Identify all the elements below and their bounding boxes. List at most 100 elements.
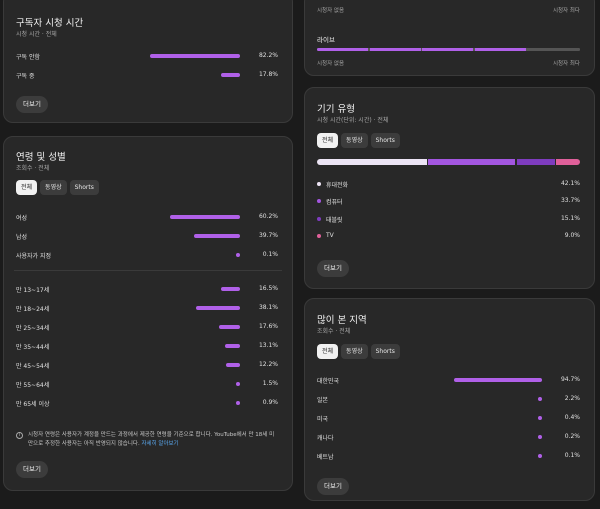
device-segment bbox=[516, 159, 556, 165]
scale-max-label: 시청자 최다 bbox=[552, 8, 580, 14]
legend-dot bbox=[317, 181, 321, 186]
age-note: i 시청자 연령은 사용자가 계정을 만드는 과정에서 제공한 연령을 기준으로… bbox=[16, 431, 278, 449]
list-item: 만 55~64세 1.5% bbox=[16, 378, 278, 390]
row-label: 만 18~24세 bbox=[16, 306, 50, 313]
row-label: 태블릿 bbox=[326, 217, 343, 224]
tab-all[interactable]: 전체 bbox=[317, 344, 339, 359]
list-item: 사용자가 지정 0.1% bbox=[16, 249, 278, 261]
row-label: 만 55~64세 bbox=[16, 382, 50, 389]
row-bar bbox=[224, 344, 240, 348]
row-label: 구독 중 bbox=[16, 73, 35, 80]
device-segment bbox=[427, 159, 516, 165]
device-type-card: 기기 유형 시청 시간(단위: 시간) · 전체 전체 동영상 Shorts 휴대전… bbox=[304, 87, 595, 289]
row-label: 일본 bbox=[317, 397, 329, 404]
list-item: 베트남 0.1% bbox=[317, 450, 580, 462]
row-percent: 12.2% bbox=[258, 361, 278, 368]
row-bar bbox=[219, 325, 240, 329]
row-label: 휴대전화 bbox=[326, 182, 349, 189]
list-item: 만 65세 이상 0.9% bbox=[16, 397, 278, 409]
row-percent: 0.9% bbox=[262, 399, 278, 406]
live-heat-bar bbox=[317, 48, 580, 51]
device-segment bbox=[317, 159, 427, 165]
legend-dot bbox=[317, 216, 321, 221]
row-percent: 16.5% bbox=[258, 285, 278, 292]
row-percent: 82.2% bbox=[258, 52, 278, 59]
info-icon: i bbox=[16, 432, 23, 439]
list-item: 휴대전화 42.1% bbox=[317, 178, 580, 190]
list-item: 컴퓨터 33.7% bbox=[317, 195, 580, 207]
divider bbox=[14, 270, 282, 271]
row-label: 캐나다 bbox=[317, 435, 334, 442]
list-item: 태블릿 15.1% bbox=[317, 213, 580, 225]
row-percent: 1.5% bbox=[262, 380, 278, 387]
card-subtitle: 조회수 · 전체 bbox=[317, 328, 351, 335]
row-label: 만 25~34세 bbox=[16, 325, 50, 332]
row-bar bbox=[195, 306, 240, 310]
list-item: 만 13~17세 16.5% bbox=[16, 283, 278, 295]
live-segment bbox=[369, 48, 421, 51]
row-label: 만 65세 이상 bbox=[16, 401, 50, 408]
row-percent: 0.2% bbox=[564, 433, 580, 440]
learn-more-link[interactable]: 자세히 알아보기 bbox=[141, 441, 179, 447]
row-dot bbox=[236, 252, 240, 257]
live-segment bbox=[527, 48, 580, 51]
more-button[interactable]: 더보기 bbox=[16, 96, 48, 113]
card-subtitle: 시청 시간 · 전체 bbox=[16, 31, 57, 38]
row-bar bbox=[169, 215, 240, 219]
legend-dot bbox=[317, 198, 321, 203]
list-item: 캐나다 0.2% bbox=[317, 431, 580, 443]
row-label: 만 45~54세 bbox=[16, 363, 50, 370]
list-item: 여성 60.2% bbox=[16, 211, 278, 223]
list-item: 구독 안함 82.2% bbox=[16, 50, 278, 62]
tab-shorts[interactable]: Shorts bbox=[370, 133, 400, 148]
row-label: 남성 bbox=[16, 234, 28, 241]
row-label: 미국 bbox=[317, 416, 329, 423]
list-item: 만 18~24세 38.1% bbox=[16, 302, 278, 314]
row-percent: 15.1% bbox=[560, 215, 580, 222]
card-subtitle: 조회수 · 전체 bbox=[16, 165, 50, 172]
tab-all[interactable]: 전체 bbox=[317, 133, 339, 148]
row-bar bbox=[193, 234, 240, 238]
age-gender-card: 연령 및 성별 조회수 · 전체 전체 동영상 Shorts 여성 60.2% 남성… bbox=[3, 136, 293, 491]
subscriber-watch-time-card: 구독자 시청 시간 시청 시간 · 전체 구독 안함 82.2% 구독 중 17… bbox=[3, 0, 293, 123]
row-percent: 0.1% bbox=[564, 452, 580, 459]
more-button[interactable]: 더보기 bbox=[317, 478, 349, 495]
list-item: 구독 중 17.8% bbox=[16, 69, 278, 81]
tab-shorts[interactable]: Shorts bbox=[370, 344, 400, 359]
tab-video[interactable]: 동영상 bbox=[341, 344, 368, 359]
row-label: 대한민국 bbox=[317, 378, 340, 385]
note-text: 시청자 연령은 사용자가 계정을 만드는 과정에서 제공한 연령을 기준으로 합… bbox=[28, 432, 275, 447]
row-label: 여성 bbox=[16, 215, 28, 222]
realtime-strip-card: 시청자 없음 시청자 최다 라이브 시청자 없음 시청자 최다 bbox=[304, 0, 595, 76]
card-title: 구독자 시청 시간 bbox=[16, 18, 84, 29]
row-percent: 94.7% bbox=[560, 376, 580, 383]
row-bar bbox=[150, 54, 240, 58]
filter-tabs: 전체 동영상 Shorts bbox=[317, 133, 403, 148]
row-dot bbox=[236, 381, 240, 386]
row-label: 만 13~17세 bbox=[16, 287, 50, 294]
list-item: 만 45~54세 12.2% bbox=[16, 359, 278, 371]
tab-shorts[interactable]: Shorts bbox=[69, 180, 99, 195]
row-percent: 9.0% bbox=[564, 232, 580, 239]
top-regions-card: 많이 본 지역 조회수 · 전체 전체 동영상 Shorts 대한민국 94.7% … bbox=[304, 298, 595, 501]
tab-video[interactable]: 동영상 bbox=[341, 133, 368, 148]
row-percent: 17.6% bbox=[258, 323, 278, 330]
list-item: 남성 39.7% bbox=[16, 230, 278, 242]
row-percent: 39.7% bbox=[258, 232, 278, 239]
row-percent: 60.2% bbox=[258, 213, 278, 220]
device-stacked-bar bbox=[317, 159, 580, 165]
filter-tabs: 전체 동영상 Shorts bbox=[317, 344, 403, 359]
tab-all[interactable]: 전체 bbox=[16, 180, 38, 195]
live-segment bbox=[317, 48, 369, 51]
scale-max-label: 시청자 최다 bbox=[552, 61, 580, 67]
row-percent: 33.7% bbox=[560, 197, 580, 204]
more-button[interactable]: 더보기 bbox=[317, 260, 349, 277]
tab-video[interactable]: 동영상 bbox=[40, 180, 67, 195]
list-item: 만 35~44세 13.1% bbox=[16, 340, 278, 352]
row-dot bbox=[538, 434, 542, 439]
card-title: 많이 본 지역 bbox=[317, 315, 367, 326]
more-button[interactable]: 더보기 bbox=[16, 461, 48, 478]
filter-tabs: 전체 동영상 Shorts bbox=[16, 180, 102, 195]
row-dot bbox=[236, 400, 240, 405]
list-item: 미국 0.4% bbox=[317, 412, 580, 424]
